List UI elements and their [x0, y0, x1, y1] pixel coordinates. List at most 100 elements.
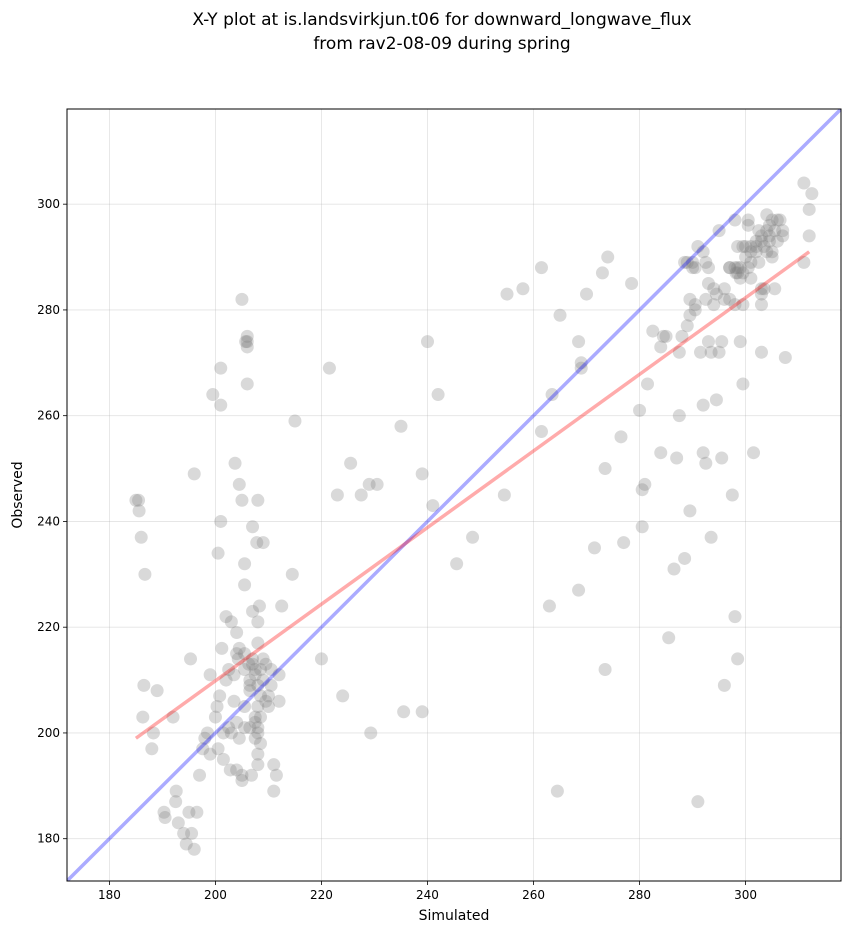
scatter-point: [187, 842, 201, 856]
scatter-point: [238, 557, 252, 571]
scatter-point: [797, 176, 811, 190]
scatter-point: [261, 689, 275, 703]
x-tick-label: 260: [522, 888, 545, 902]
scatter-point: [230, 715, 244, 729]
scatter-point: [193, 768, 207, 782]
scatter-point: [251, 747, 265, 761]
scatter-point: [598, 462, 612, 476]
scatter-point: [146, 726, 160, 740]
scatter-point: [691, 239, 705, 253]
scatter-point: [754, 298, 768, 312]
scatter-point: [244, 768, 258, 782]
scatter-point: [731, 266, 745, 280]
scatter-point: [736, 298, 750, 312]
scatter-point: [230, 625, 244, 639]
scatter-point: [754, 229, 768, 243]
scatter-point: [574, 356, 588, 370]
scatter-point: [214, 398, 228, 412]
scatter-point: [744, 271, 758, 285]
scatter-point: [654, 340, 668, 354]
scatter-point: [707, 298, 721, 312]
grid-lines: [67, 109, 841, 881]
scatter-point: [235, 292, 249, 306]
scatter-point: [699, 292, 713, 306]
scatter-point: [206, 388, 220, 402]
scatter-point: [238, 647, 252, 661]
y-tick-label: 240: [37, 514, 60, 528]
y-axis-label: Observed: [10, 461, 26, 528]
scatter-point: [251, 721, 265, 735]
x-tick-label: 240: [416, 888, 439, 902]
scatter-point: [362, 477, 376, 491]
scatter-point: [646, 324, 660, 338]
scatter-point: [762, 229, 776, 243]
scatter-point: [741, 261, 755, 275]
scatter-point: [254, 662, 267, 676]
scatter-point: [580, 287, 594, 301]
scatter-point: [686, 255, 700, 269]
scatter-point: [238, 700, 252, 714]
y-tick-label: 280: [37, 303, 60, 317]
scatter-point: [802, 202, 816, 216]
scatter-point: [243, 684, 257, 698]
scatter-point: [242, 657, 256, 671]
scatter-point: [136, 710, 150, 724]
scatter-point: [680, 319, 694, 333]
scatter-point: [749, 234, 763, 248]
scatter-point: [723, 261, 737, 275]
y-tick-label: 220: [37, 620, 60, 634]
scatter-point: [633, 403, 647, 417]
scatter-point: [617, 536, 631, 550]
scatter-point: [680, 255, 694, 269]
scatter-point: [678, 551, 692, 565]
scatter-point: [654, 446, 668, 460]
scatter-point: [251, 493, 265, 507]
scatter-point: [224, 615, 238, 629]
scatter-point: [243, 678, 257, 692]
scatter-point: [426, 499, 440, 513]
scatter-point: [261, 700, 275, 714]
scatter-point: [415, 705, 429, 719]
scatter-point: [169, 784, 183, 798]
scatter-point: [267, 784, 281, 798]
scatter-point: [200, 726, 214, 740]
scatter-point: [728, 298, 742, 312]
scatter-point: [259, 657, 273, 671]
scatter-point: [145, 742, 159, 756]
scatter-point: [659, 329, 673, 343]
x-tick-label: 280: [628, 888, 651, 902]
scatter-point: [752, 255, 766, 269]
scatter-point: [251, 678, 265, 692]
scatter-point: [553, 308, 567, 322]
scatter-point: [572, 583, 586, 597]
scatter-point: [704, 530, 718, 544]
scatter-point: [728, 213, 742, 227]
scatter-point: [749, 245, 763, 259]
scatter-point: [248, 662, 262, 676]
x-tick-label: 200: [204, 888, 227, 902]
scatter-point: [185, 826, 199, 840]
scatter-point: [625, 276, 639, 290]
scatter-point: [240, 335, 254, 349]
scatter-point: [450, 557, 464, 571]
scatter-point: [694, 345, 708, 359]
scatter-point: [701, 335, 715, 349]
scatter-point: [243, 673, 257, 687]
scatter-point: [688, 303, 702, 317]
scatter-point: [466, 530, 480, 544]
y-tick-label: 200: [37, 726, 60, 740]
scatter-point: [760, 245, 774, 259]
scatter-point: [765, 213, 779, 227]
scatter-point: [497, 488, 511, 502]
scatter-point: [683, 292, 697, 306]
scatter-point: [662, 631, 676, 645]
scatter-point: [635, 520, 649, 534]
scatter-point: [252, 599, 266, 613]
scatter-point: [754, 234, 768, 248]
scatter-point: [314, 652, 328, 666]
chart-title-line-2: from rav2-08-09 during spring: [313, 34, 570, 54]
scatter-point: [166, 710, 180, 724]
scatter-point: [731, 261, 745, 275]
scatter-point: [572, 335, 586, 349]
